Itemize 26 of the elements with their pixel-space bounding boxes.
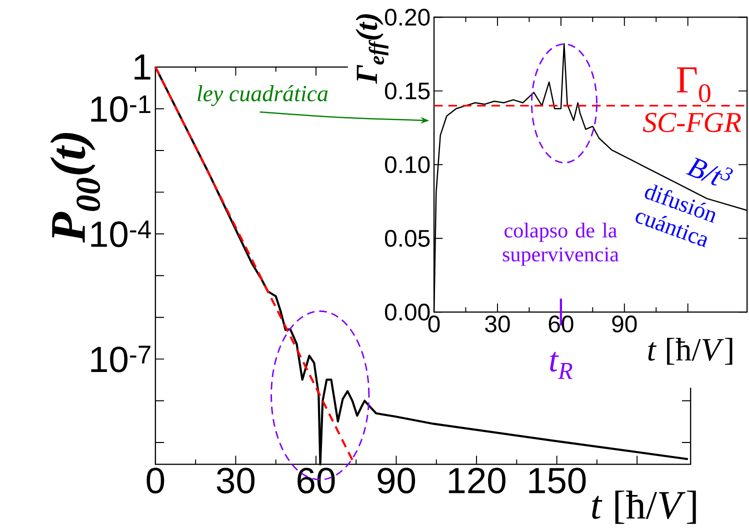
annotation: B/t$^{3}$	[686, 157, 733, 186]
x-tick-label: 90	[612, 315, 637, 332]
x-tick-label: 150	[529, 468, 586, 494]
x-tick-label: 120	[448, 468, 506, 494]
ref-line-label: t$_{R}$	[550, 352, 572, 379]
y-tick-label: 0.05	[384, 230, 430, 247]
y-tick-label: 0.10	[384, 156, 430, 173]
x-axis-title: t [ħ/V]	[648, 338, 732, 365]
annotation: SC-FGR	[642, 112, 742, 132]
x-tick-label: 60	[548, 315, 574, 332]
annotation: colapso de la supervivencia	[502, 222, 619, 266]
y-tick-label: 1	[134, 54, 150, 80]
y-tick-label: 0.15	[384, 82, 430, 100]
annotation: difusión cuántica	[636, 184, 716, 248]
x-tick-label: 60	[298, 468, 335, 494]
x-tick-label: 0	[146, 468, 164, 494]
y-tick-label: 0.00	[384, 303, 430, 320]
x-tick-label: 30	[485, 315, 510, 332]
x-tick-label: 0	[428, 315, 440, 332]
x-axis-title: t [ħ/V]	[592, 490, 696, 524]
y-tick-label: 10$^{-7}$	[91, 346, 150, 372]
x-tick-label: 90	[378, 468, 416, 494]
y-tick-label: 10$^{-1}$	[91, 95, 150, 122]
x-tick-label: 30	[216, 468, 255, 494]
annotation: ley cuadrática	[198, 84, 328, 106]
ref-line-label: Γ$_{0}$	[676, 67, 710, 102]
